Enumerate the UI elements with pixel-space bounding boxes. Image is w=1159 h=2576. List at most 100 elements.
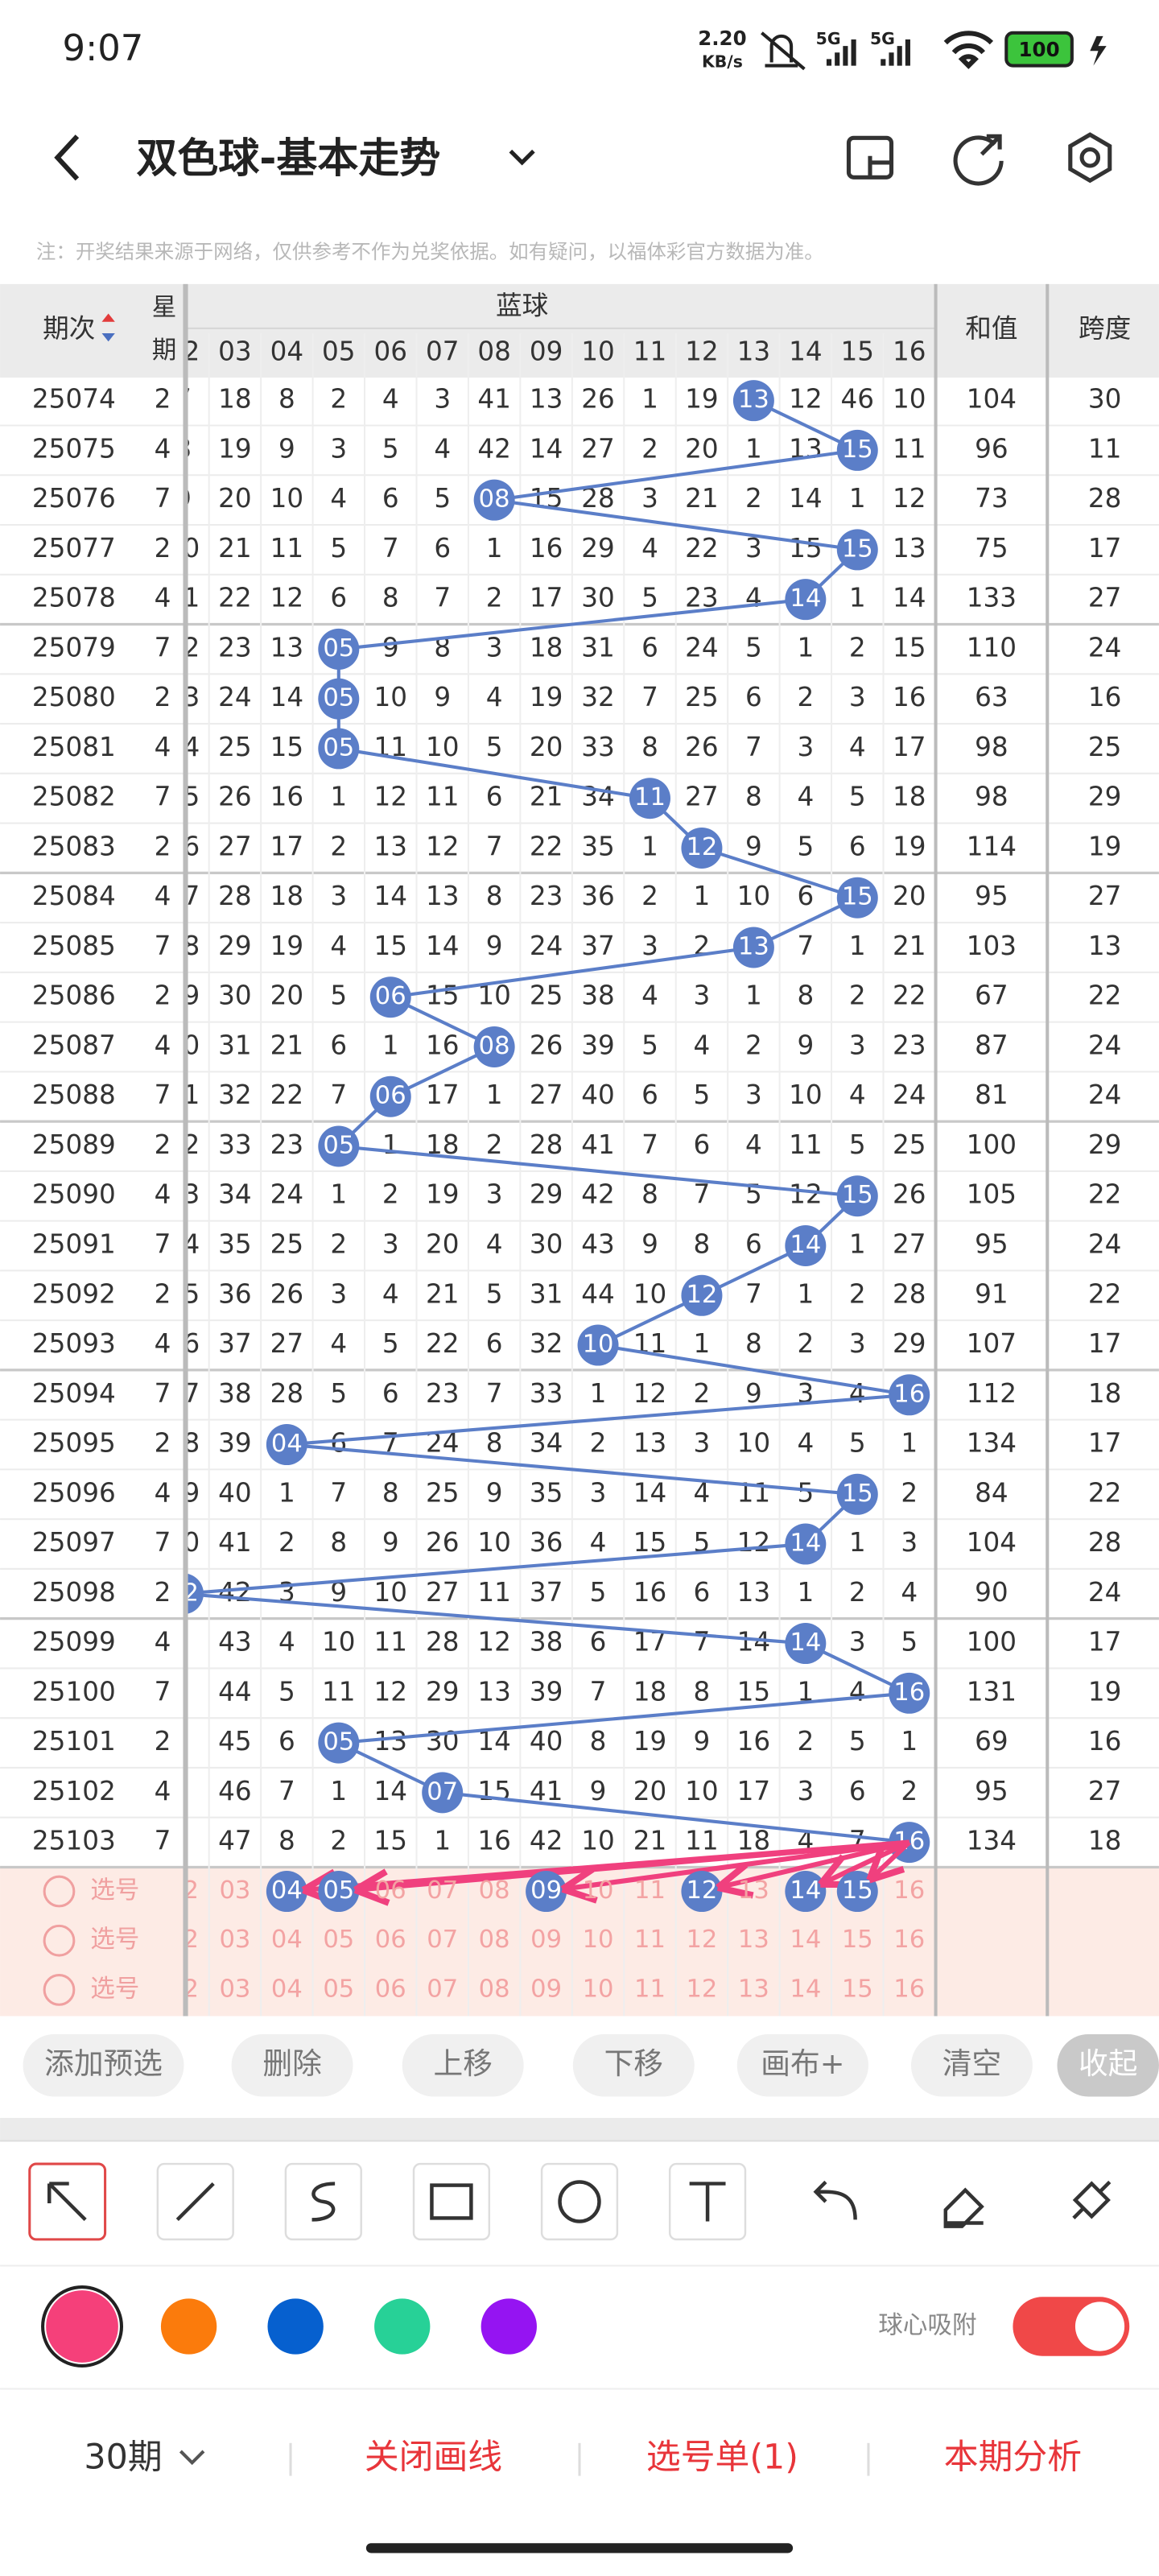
clear-tool[interactable] <box>1072 2180 1112 2219</box>
candidate-number[interactable]: 05 <box>323 1975 354 2003</box>
period-count[interactable]: 30期 <box>84 2438 162 2478</box>
candidate-number[interactable]: 10 <box>583 1926 614 1954</box>
color-swatch[interactable] <box>160 2298 217 2355</box>
select-radio[interactable] <box>43 1875 76 1908</box>
candidate-number[interactable]: 14 <box>790 1975 821 2003</box>
candidate-number[interactable]: 15 <box>842 1926 873 1954</box>
footer-action[interactable]: 关闭画线 <box>365 2438 502 2478</box>
color-swatch[interactable] <box>481 2298 537 2355</box>
selected-number[interactable]: 14 <box>790 1876 821 1905</box>
candidate-number[interactable]: 15 <box>842 1975 873 2003</box>
selected-ball[interactable] <box>836 1871 878 1913</box>
candidate-number[interactable]: 04 <box>271 1926 303 1954</box>
candidate-number[interactable]: 13 <box>738 1926 769 1954</box>
undo-tool[interactable] <box>813 2180 857 2220</box>
candidate-number[interactable]: 05 <box>323 1926 354 1954</box>
tool-frame[interactable] <box>540 2162 619 2241</box>
candidate-number[interactable]: 02 <box>167 1876 199 1905</box>
footer-action[interactable]: 选号单(1) <box>646 2438 798 2478</box>
candidate-number[interactable]: 03 <box>219 1876 250 1905</box>
selected-number[interactable]: 05 <box>323 1876 354 1905</box>
candidate-number[interactable]: 10 <box>583 1975 614 2003</box>
selected-ball[interactable] <box>785 1871 827 1913</box>
candidate-number[interactable]: 06 <box>375 1926 406 1954</box>
rect-tool[interactable] <box>430 2183 473 2220</box>
action-button[interactable] <box>231 2033 353 2097</box>
color-swatch[interactable] <box>46 2290 118 2363</box>
select-label[interactable]: 选号 <box>90 1876 139 1905</box>
action-label[interactable]: 添加预选 <box>44 2046 163 2081</box>
footer-action[interactable]: 本期分析 <box>944 2438 1082 2478</box>
candidate-number[interactable]: 07 <box>427 1876 458 1905</box>
action-button[interactable] <box>23 2033 184 2097</box>
candidate-number[interactable]: 11 <box>634 1876 666 1905</box>
action-button[interactable] <box>402 2033 524 2097</box>
select-radio[interactable] <box>43 1974 76 2006</box>
candidate-number[interactable]: 07 <box>427 1975 458 2003</box>
candidate-number[interactable]: 12 <box>686 1975 717 2003</box>
candidate-number[interactable]: 04 <box>271 1975 303 2003</box>
period-dropdown[interactable] <box>179 2450 205 2466</box>
arrow-tool[interactable] <box>47 2182 87 2222</box>
color-swatch[interactable] <box>374 2298 431 2355</box>
select-label[interactable]: 选号 <box>90 1975 139 2003</box>
sort-icon[interactable] <box>101 313 115 322</box>
tool-frame[interactable] <box>156 2162 234 2241</box>
selected-ball[interactable] <box>266 1871 307 1913</box>
sort-icon[interactable] <box>101 333 115 342</box>
toggle-knob[interactable] <box>1074 2301 1125 2351</box>
text-tool[interactable] <box>689 2182 726 2222</box>
color-swatch[interactable] <box>267 2298 324 2355</box>
action-label[interactable]: 删除 <box>262 2046 321 2081</box>
candidate-number[interactable]: 07 <box>427 1926 458 1954</box>
selected-number[interactable]: 15 <box>842 1876 873 1905</box>
selected-ball[interactable] <box>681 1871 723 1913</box>
action-label[interactable]: 下移 <box>604 2046 663 2081</box>
candidate-number[interactable]: 08 <box>479 1975 510 2003</box>
candidate-number[interactable]: 09 <box>530 1926 562 1954</box>
tool-frame[interactable] <box>668 2162 747 2241</box>
action-button[interactable] <box>910 2033 1033 2097</box>
candidate-number[interactable]: 13 <box>738 1975 769 2003</box>
action-button[interactable] <box>572 2033 695 2097</box>
selected-number[interactable]: 12 <box>686 1876 717 1905</box>
candidate-number[interactable]: 11 <box>634 1926 666 1954</box>
selected-number[interactable]: 09 <box>530 1876 562 1905</box>
candidate-number[interactable]: 14 <box>790 1926 821 1954</box>
candidate-number[interactable]: 16 <box>893 1926 925 1954</box>
settings-button[interactable] <box>1068 132 1112 184</box>
action-label[interactable]: 上移 <box>433 2046 492 2081</box>
candidate-number[interactable]: 11 <box>634 1975 666 2003</box>
action-label[interactable]: 清空 <box>942 2046 1001 2081</box>
candidate-number[interactable]: 08 <box>479 1876 510 1905</box>
eraser-tool[interactable] <box>943 2187 984 2228</box>
action-label[interactable]: 收起 <box>1079 2046 1137 2081</box>
candidate-number[interactable]: 06 <box>375 1975 406 2003</box>
action-label[interactable]: 画布+ <box>761 2046 844 2081</box>
magnet-toggle[interactable] <box>1013 2297 1130 2356</box>
candidate-number[interactable]: 09 <box>530 1975 562 2003</box>
candidate-number[interactable]: 02 <box>167 1926 199 1954</box>
tool-frame[interactable] <box>284 2162 362 2241</box>
selected-ball[interactable] <box>318 1871 360 1913</box>
selected-ball[interactable] <box>526 1871 567 1913</box>
title-dropdown[interactable] <box>509 149 535 166</box>
candidate-number[interactable]: 16 <box>893 1975 925 2003</box>
tool-selected[interactable] <box>28 2162 107 2241</box>
line-tool[interactable] <box>175 2182 215 2222</box>
select-label[interactable]: 选号 <box>90 1926 139 1954</box>
candidate-number[interactable]: 03 <box>219 1975 250 2003</box>
selected-number[interactable]: 04 <box>271 1876 303 1905</box>
candidate-number[interactable]: 08 <box>479 1926 510 1954</box>
circle-tool[interactable] <box>558 2180 601 2223</box>
back-button[interactable] <box>54 134 80 181</box>
tool-frame[interactable] <box>412 2162 491 2241</box>
curve-tool[interactable] <box>311 2182 336 2222</box>
action-button[interactable] <box>736 2033 868 2097</box>
candidate-number[interactable]: 02 <box>167 1975 199 2003</box>
candidate-number[interactable]: 12 <box>686 1926 717 1954</box>
select-radio[interactable] <box>43 1924 76 1957</box>
candidate-number[interactable]: 13 <box>738 1876 769 1905</box>
share-button[interactable] <box>953 134 1004 186</box>
action-button[interactable] <box>1057 2033 1159 2097</box>
